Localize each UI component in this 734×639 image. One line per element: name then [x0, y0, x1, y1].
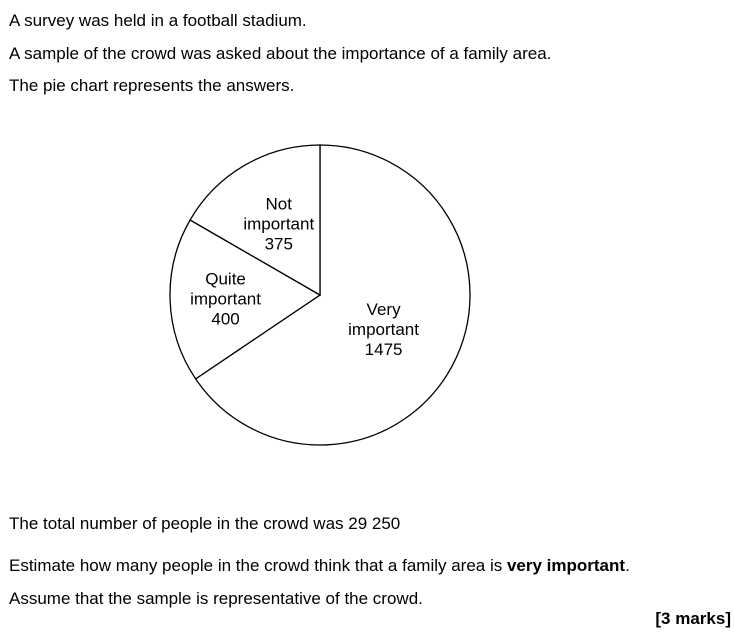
question-line-3: The pie chart represents the answers. [9, 76, 295, 95]
assumption-text: Assume that the sample is representative… [9, 589, 423, 608]
very-important-emphasis: very important [506, 556, 626, 575]
question-line-2: A sample of the crowd was asked about th… [9, 44, 552, 63]
pie-chart: Very important 1475 Quite important 400 Not imp… [169, 144, 471, 446]
estimate-period: . [625, 556, 630, 575]
pie-label-very-important: Very important 1475 [348, 300, 419, 359]
pie-label-not-important: Not important 375 [243, 195, 314, 254]
question-line-1: A survey was held in a football stadium. [9, 11, 307, 30]
pie-slice-not-important [189, 144, 321, 297]
estimate-instruction: Estimate how many people in the crowd th… [9, 556, 630, 576]
estimate-text: Estimate how many people in the crowd th… [9, 556, 507, 575]
pie-label-quite-important: Quite important 400 [190, 269, 261, 328]
marks-label: [3 marks] [655, 609, 731, 628]
pie-slice-very-important [194, 144, 471, 446]
crowd-total-text: The total number of people in the crowd … [9, 514, 401, 533]
pie-slice-quite-important [169, 219, 322, 380]
